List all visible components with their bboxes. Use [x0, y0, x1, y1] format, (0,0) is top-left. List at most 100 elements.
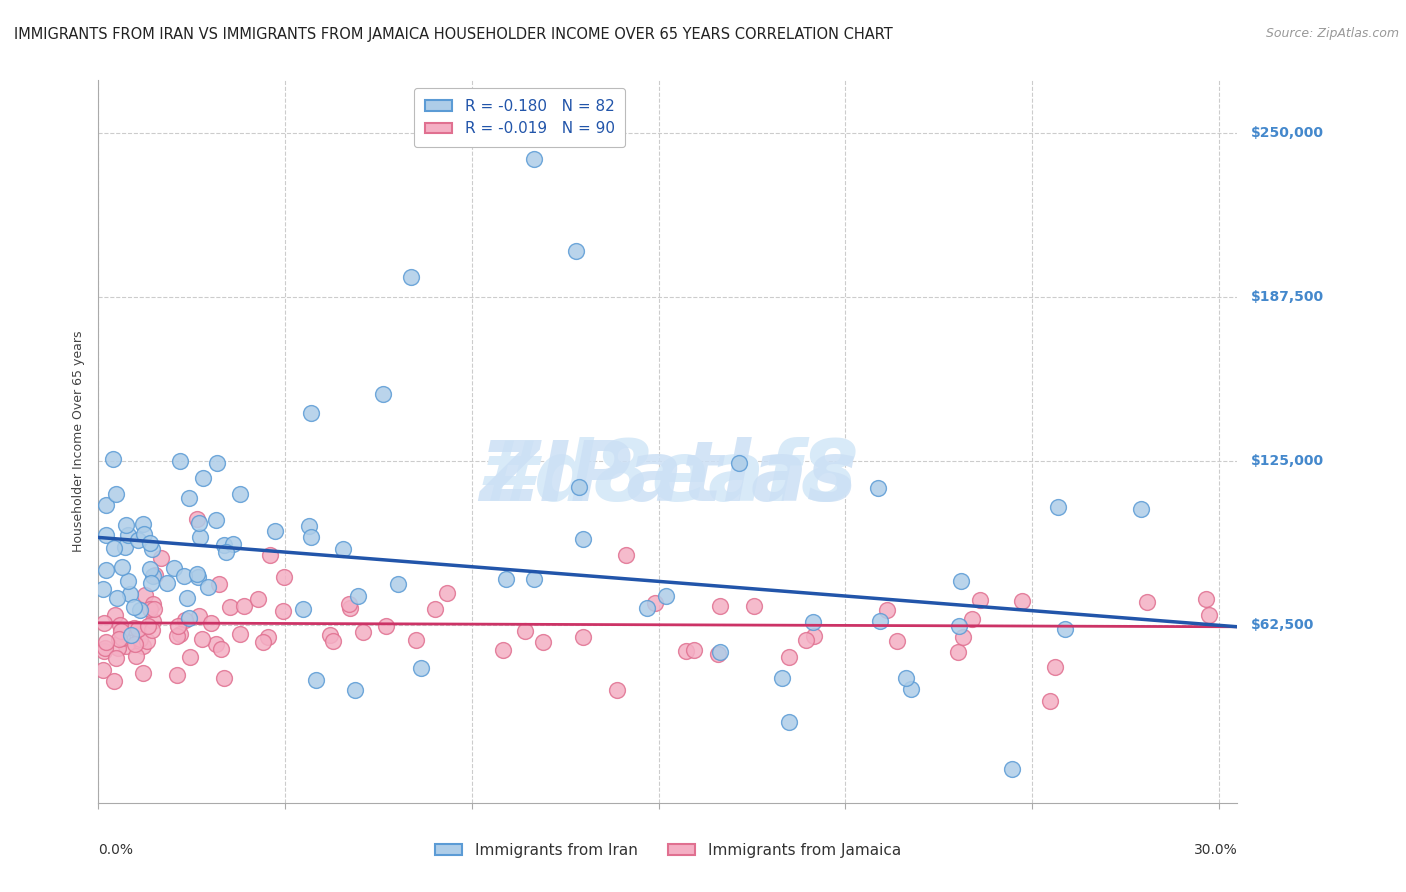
Point	[103, 541, 125, 555]
Point	[108, 632, 131, 647]
Point	[132, 665, 155, 680]
Point	[139, 575, 162, 590]
Point	[778, 649, 800, 664]
Point	[110, 618, 132, 632]
Point	[232, 599, 254, 613]
Point	[93, 582, 115, 596]
Point	[111, 631, 134, 645]
Point	[169, 627, 191, 641]
Point	[105, 487, 128, 501]
Point	[94, 641, 117, 656]
Point	[117, 574, 139, 588]
Point	[131, 639, 153, 653]
Point	[94, 563, 117, 577]
Point	[948, 645, 970, 659]
Point	[1198, 607, 1220, 622]
Point	[523, 572, 546, 586]
Text: $62,500: $62,500	[1251, 618, 1315, 632]
Point	[205, 456, 228, 470]
Point	[142, 615, 165, 629]
Point	[209, 642, 232, 657]
Point	[1053, 622, 1076, 636]
Point	[136, 619, 159, 633]
Point	[166, 667, 188, 681]
Point	[399, 270, 422, 285]
Point	[794, 632, 817, 647]
Point	[103, 607, 125, 622]
Point	[212, 672, 235, 686]
Point	[257, 630, 280, 644]
Point	[186, 512, 208, 526]
Point	[1011, 594, 1033, 608]
Point	[162, 561, 184, 575]
Point	[387, 576, 409, 591]
Point	[332, 542, 354, 557]
Point	[949, 574, 972, 588]
Point	[375, 619, 398, 633]
Point	[803, 629, 825, 643]
Point	[115, 639, 138, 653]
Text: $125,000: $125,000	[1251, 454, 1324, 468]
Point	[94, 635, 117, 649]
Point	[683, 642, 706, 657]
Point	[1136, 594, 1159, 608]
Point	[122, 600, 145, 615]
Point	[200, 616, 222, 631]
Point	[322, 634, 344, 648]
Point	[93, 615, 115, 630]
Point	[298, 518, 321, 533]
Point	[876, 602, 898, 616]
Point	[411, 661, 433, 675]
Point	[111, 560, 134, 574]
Point	[299, 407, 322, 421]
Point	[141, 624, 163, 638]
Y-axis label: Householder Income Over 65 years: Householder Income Over 65 years	[72, 331, 86, 552]
Point	[188, 516, 211, 531]
Point	[606, 683, 628, 698]
Point	[110, 624, 132, 638]
Point	[188, 608, 211, 623]
Point	[142, 568, 165, 582]
Point	[572, 631, 595, 645]
Point	[709, 645, 731, 659]
Point	[344, 683, 367, 698]
Point	[186, 566, 208, 581]
Text: IMMIGRANTS FROM IRAN VS IMMIGRANTS FROM JAMAICA HOUSEHOLDER INCOME OVER 65 YEARS: IMMIGRANTS FROM IRAN VS IMMIGRANTS FROM …	[14, 27, 893, 42]
Point	[104, 651, 127, 665]
Point	[166, 629, 188, 643]
Point	[305, 673, 328, 688]
Point	[173, 568, 195, 582]
Point	[1130, 501, 1153, 516]
Point	[869, 614, 891, 628]
Point	[373, 387, 395, 401]
Point	[436, 585, 458, 599]
Point	[134, 527, 156, 541]
Point	[803, 615, 825, 629]
Point	[515, 624, 537, 639]
Point	[1047, 500, 1070, 514]
Text: ZIPatlas: ZIPatlas	[479, 437, 856, 518]
Point	[129, 603, 152, 617]
Point	[167, 619, 190, 633]
Point	[423, 601, 446, 615]
Point	[122, 621, 145, 635]
Point	[150, 551, 173, 566]
Point	[271, 604, 294, 618]
Point	[229, 627, 252, 641]
Point	[709, 599, 731, 613]
Point	[117, 527, 139, 541]
Text: 0.0%: 0.0%	[98, 843, 134, 856]
Text: $187,500: $187,500	[1251, 290, 1324, 304]
Point	[969, 592, 991, 607]
Point	[337, 598, 360, 612]
Point	[1039, 694, 1062, 708]
Point	[1195, 591, 1218, 606]
Text: Source: ZipAtlas.com: Source: ZipAtlas.com	[1265, 27, 1399, 40]
Point	[728, 456, 751, 470]
Point	[124, 636, 146, 650]
Point	[187, 570, 209, 584]
Point	[614, 548, 637, 562]
Point	[103, 452, 125, 467]
Point	[93, 644, 115, 658]
Text: $250,000: $250,000	[1251, 126, 1324, 140]
